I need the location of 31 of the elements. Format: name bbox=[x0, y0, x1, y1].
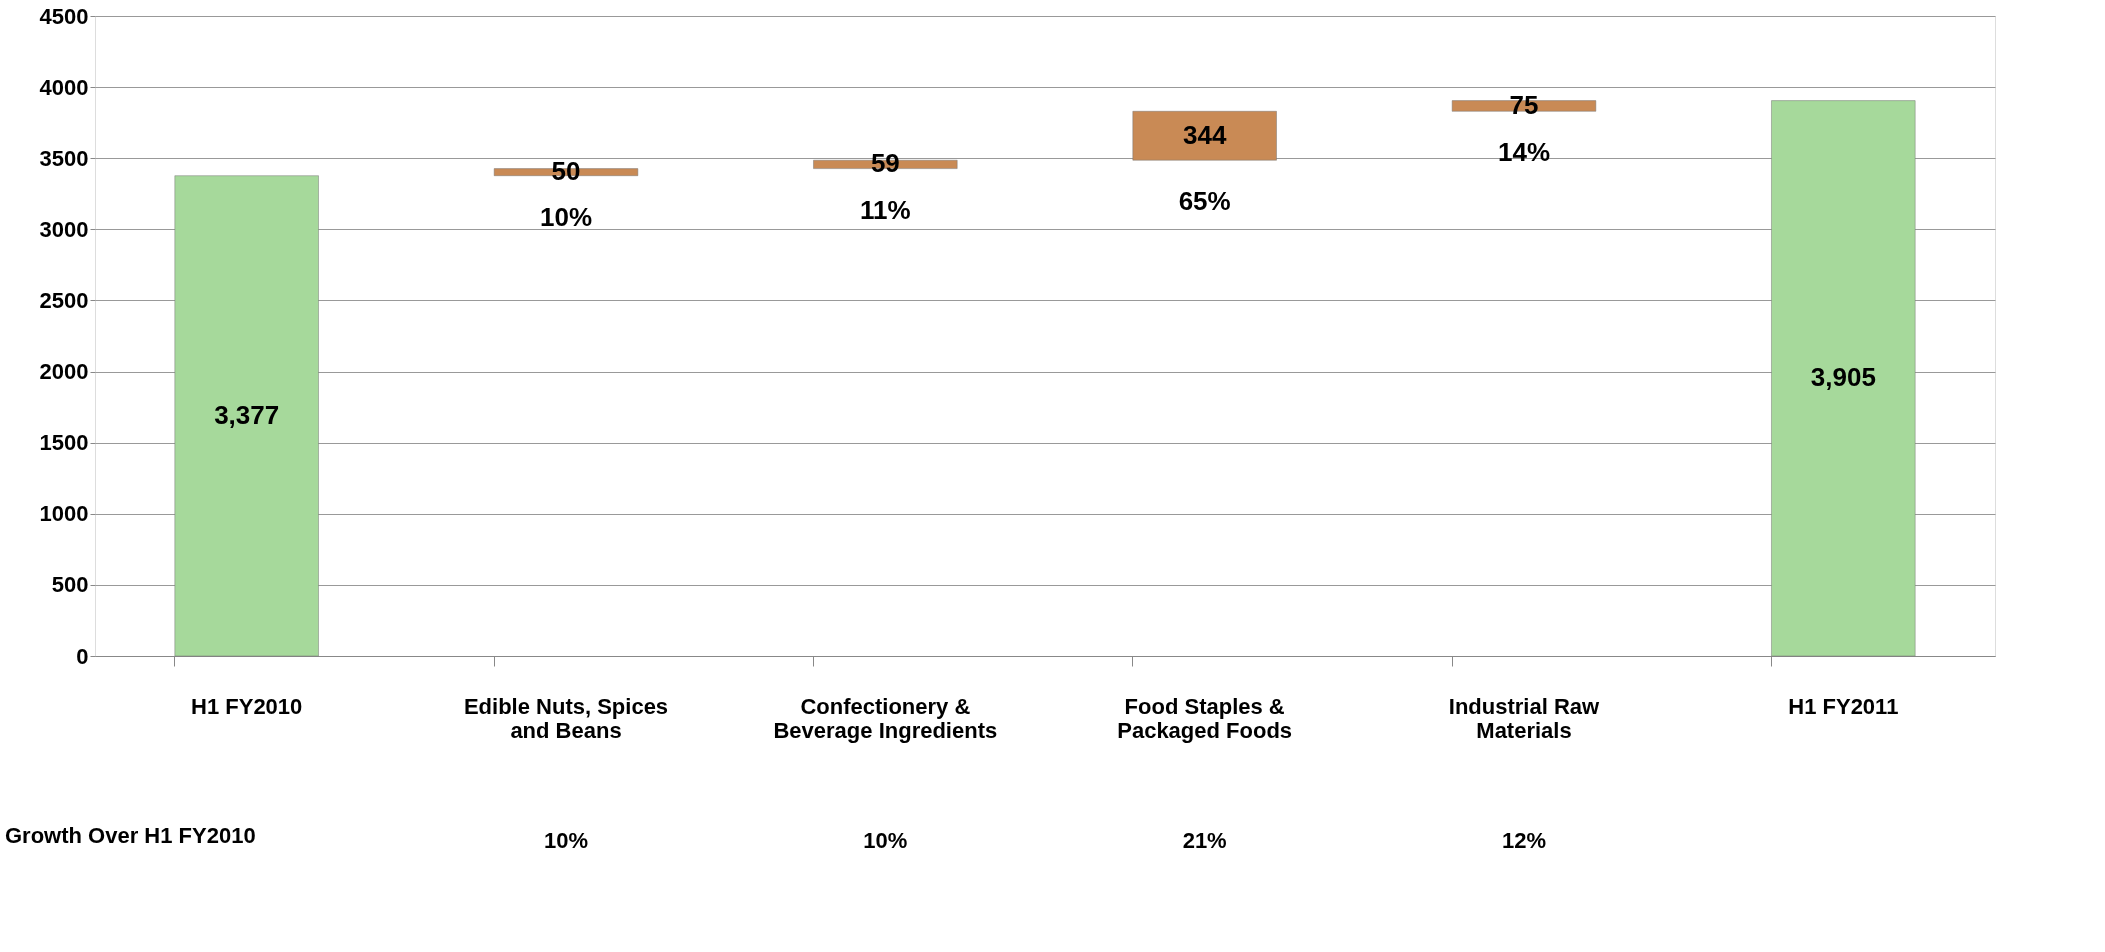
y-tick-label: 1500 bbox=[39, 430, 89, 456]
annotation: 10% bbox=[539, 201, 593, 232]
text: 12% bbox=[1501, 828, 1547, 853]
y-tick-label: 4000 bbox=[39, 74, 89, 100]
annotation: 14% bbox=[1497, 137, 1551, 168]
text: Growth Over H1 FY2010 bbox=[5, 823, 256, 848]
y-tick-label: 3000 bbox=[39, 216, 89, 242]
bar bbox=[174, 175, 319, 657]
annotation: 11% bbox=[860, 194, 911, 225]
text: 10% bbox=[543, 828, 589, 853]
y-tick-label: 500 bbox=[51, 572, 89, 598]
y-tick-label: 4500 bbox=[39, 3, 89, 29]
x-tick-label: Industrial Raw Materials bbox=[1448, 693, 1601, 743]
data-label: 3,377 bbox=[214, 399, 280, 430]
annotation: 65% bbox=[1178, 186, 1231, 217]
y-tick-label: 0 bbox=[76, 643, 89, 669]
y-tick-label: 2000 bbox=[39, 359, 89, 385]
y-tick-label: 3500 bbox=[39, 145, 89, 171]
data-label: 3,905 bbox=[1810, 362, 1876, 393]
y-tick-label: 2500 bbox=[39, 287, 89, 313]
x-tick-label: H1 FY2010 bbox=[191, 693, 303, 719]
x-tick-label: Food Staples & Packaged Foods bbox=[1117, 693, 1293, 743]
x-tick-label: Confectionery & Beverage Ingredients bbox=[773, 693, 998, 743]
data-label: 344 bbox=[1182, 119, 1227, 150]
bar bbox=[1771, 100, 1916, 657]
text: 10% bbox=[863, 828, 908, 853]
x-tick-label: Edible Nuts, Spices and Beans bbox=[463, 693, 669, 743]
y-tick-label: 1000 bbox=[39, 501, 89, 527]
text: 21% bbox=[1182, 828, 1227, 853]
x-tick-label: H1 FY2011 bbox=[1788, 693, 1899, 719]
bar bbox=[1132, 111, 1277, 161]
